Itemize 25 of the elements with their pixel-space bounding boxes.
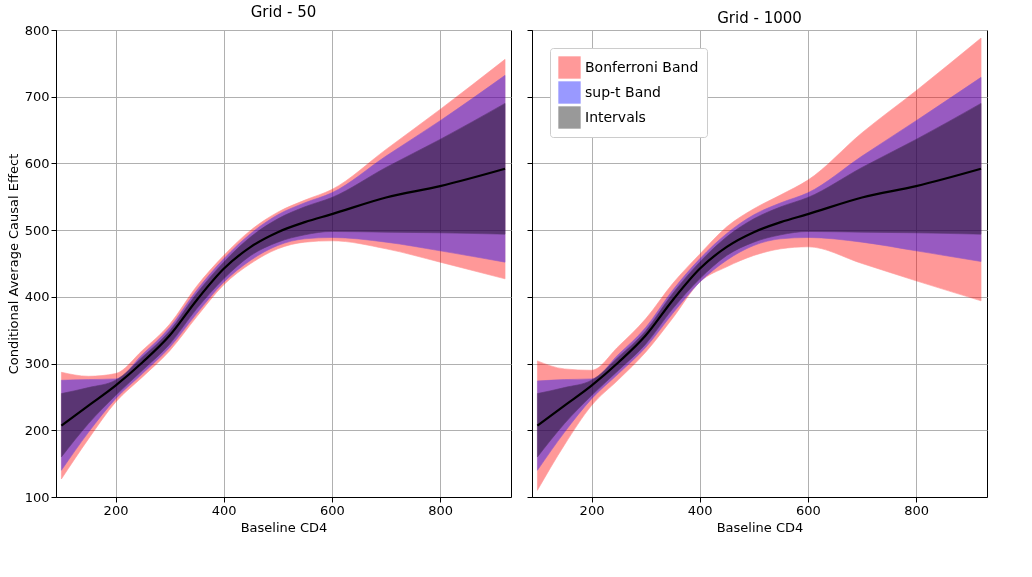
chart-title: Grid - 1000 xyxy=(717,8,802,27)
x-tick-label: 200 xyxy=(103,502,129,518)
y-tick-label: 800 xyxy=(24,22,50,38)
y-axis-title: Conditional Average Causal Effect xyxy=(5,153,21,375)
legend-label: Bonferroni Band xyxy=(585,58,699,75)
x-tick-label: 400 xyxy=(687,502,713,518)
x-tick-label: 800 xyxy=(904,502,930,518)
y-tick-label: 400 xyxy=(24,289,50,305)
y-tick-label: 600 xyxy=(24,155,50,171)
x-tick-label: 400 xyxy=(211,502,237,518)
x-tick-label: 600 xyxy=(320,502,345,518)
y-tick-label: 500 xyxy=(24,222,50,238)
y-tick-label: 300 xyxy=(24,356,50,372)
y-tick-label: 200 xyxy=(24,422,50,438)
legend-label: sup-t Band xyxy=(585,83,661,100)
x-tick-label: 600 xyxy=(796,502,821,518)
y-tick-label: 700 xyxy=(24,89,50,105)
x-tick-label: 200 xyxy=(579,502,605,518)
chart-title: Grid - 50 xyxy=(250,3,317,21)
line-series xyxy=(60,167,507,427)
legend-label: Intervals xyxy=(585,108,646,125)
x-axis-title: Baseline CD4 xyxy=(240,519,328,535)
x-axis-title: Baseline CD4 xyxy=(716,519,804,535)
x-tick-label: 800 xyxy=(428,502,454,518)
y-tick-label: 100 xyxy=(24,489,50,505)
